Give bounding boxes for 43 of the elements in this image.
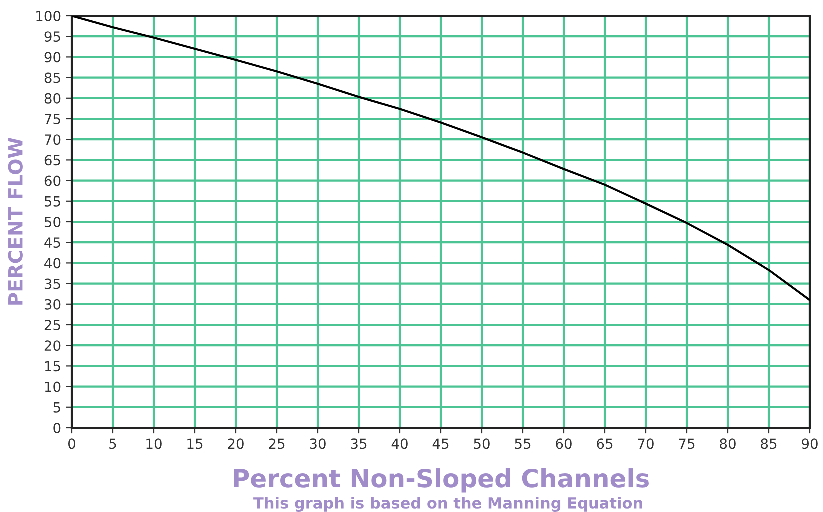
x-tick-label: 70 [638, 438, 654, 450]
y-tick-label: 25 [44, 320, 60, 330]
y-tick-label: 45 [44, 238, 60, 248]
y-axis-title: PERCENT FLOW [8, 138, 23, 305]
x-tick-label: 30 [310, 438, 326, 450]
x-tick-label: 25 [269, 438, 285, 450]
y-tick-label: 100 [36, 10, 61, 22]
x-tick-label: 75 [679, 438, 695, 450]
text: This graph is based on the Manning Equation [254, 497, 642, 512]
x-tick-label: 50 [474, 438, 490, 450]
y-tick-label: 0 [54, 422, 61, 434]
y-tick-label: 95 [44, 32, 60, 42]
x-tick-label: 65 [597, 438, 613, 450]
y-tick-label: 10 [45, 382, 61, 392]
y-tick-label: 75 [45, 114, 60, 124]
x-tick-label: 55 [515, 438, 531, 450]
y-tick-label: 40 [44, 258, 61, 269]
y-tick-label: 30 [44, 299, 61, 310]
y-tick-label: 50 [44, 216, 61, 228]
x-tick-label: 40 [392, 438, 408, 450]
y-tick-label: 65 [44, 155, 60, 166]
x-axis-title: Percent Non-Sloped Channels [234, 468, 649, 493]
y-tick-label: 80 [44, 93, 61, 104]
x-tick-label: 5 [110, 438, 116, 450]
y-tick-label: 55 [44, 196, 60, 207]
x-tick-label: 20 [228, 438, 244, 450]
y-tick-label: 5 [54, 402, 60, 413]
x-tick-label: 0 [68, 438, 76, 450]
y-tick-label: 20 [44, 340, 61, 352]
x-tick-label: 85 [761, 438, 777, 450]
y-tick-label: 35 [44, 278, 60, 290]
x-tick-label: 90 [802, 438, 818, 450]
x-tick-label: 45 [432, 438, 449, 450]
x-tick-label: 60 [556, 438, 572, 450]
x-tick-label: 80 [720, 438, 736, 450]
x-tick-label: 35 [351, 438, 367, 450]
y-tick-label: 15 [45, 361, 60, 372]
y-tick-label: 90 [44, 52, 61, 63]
y-tick-label: 60 [44, 176, 61, 186]
y-tick-label: 70 [45, 134, 61, 146]
x-tick-label: 15 [188, 438, 203, 450]
y-tick-label: 85 [44, 72, 60, 84]
x-tick-label: 10 [146, 438, 162, 450]
